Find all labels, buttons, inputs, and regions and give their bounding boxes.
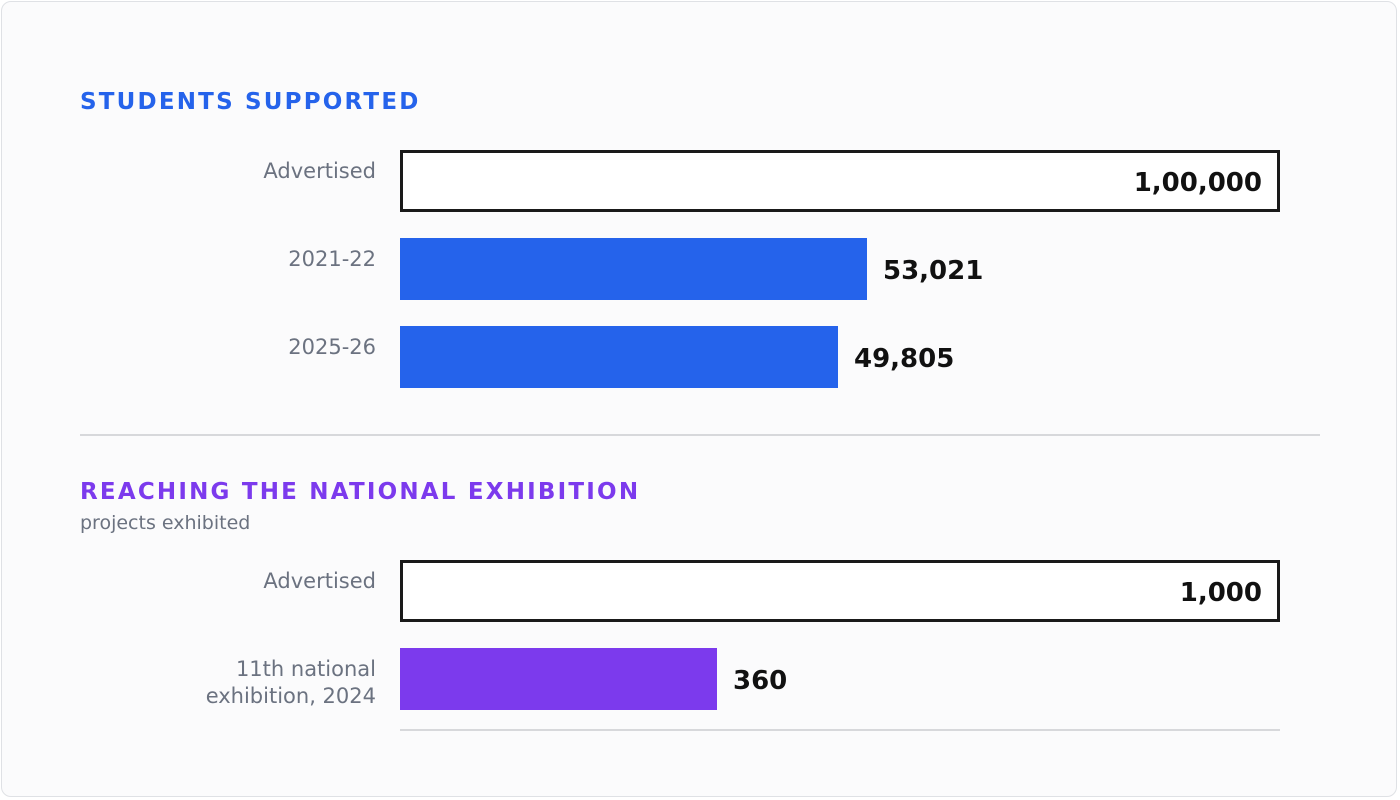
chart-2-title: REACHING THE NATIONAL EXHIBITION <box>80 479 641 505</box>
chart-2-value-label: 1,000 <box>1179 578 1262 608</box>
section-divider <box>80 434 1320 436</box>
chart-1-bar <box>400 238 867 300</box>
chart-1-value-label: 49,805 <box>854 344 955 374</box>
chart-1-bar <box>400 150 1280 212</box>
chart-2-baseline <box>400 729 1280 731</box>
chart-1-value-label: 1,00,000 <box>1133 168 1262 198</box>
chart-2-bar <box>400 648 717 710</box>
chart-2-category-label: 11th national exhibition, 2024 <box>205 657 376 708</box>
chart-2-category-label: Advertised <box>263 569 376 593</box>
chart-2-value-label: 360 <box>733 666 788 696</box>
chart-2-subtitle: projects exhibited <box>80 512 251 534</box>
chart-1-category-label: 2025-26 <box>288 335 376 359</box>
chart-1-title: STUDENTS SUPPORTED <box>80 89 421 115</box>
chart-1-category-label: Advertised <box>263 159 376 183</box>
chart-1-category-label: 2021-22 <box>288 247 376 271</box>
chart-1-bar <box>400 326 838 388</box>
chart-2-bar <box>400 560 1280 622</box>
chart-1-value-label: 53,021 <box>883 256 984 286</box>
